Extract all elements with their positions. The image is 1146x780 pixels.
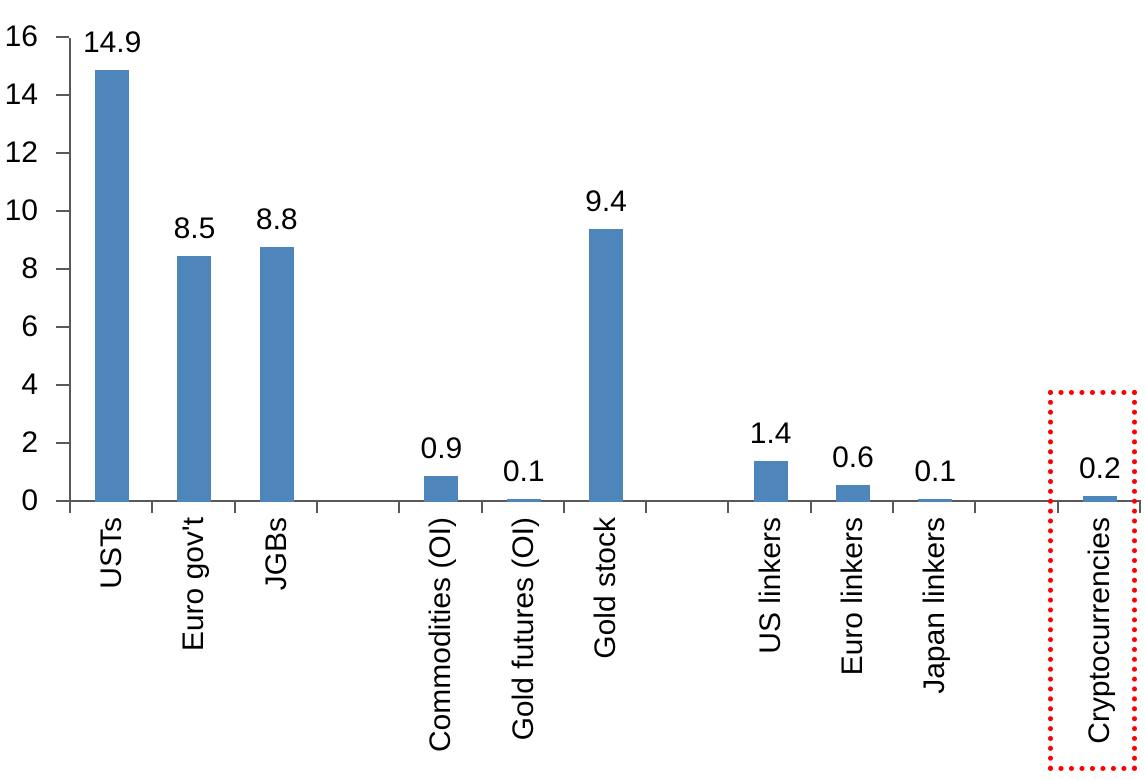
- y-tick-label-14: 14: [4, 78, 38, 111]
- bar-value-label-euro-gov-t: 8.5: [173, 211, 216, 245]
- bar-value-label-cryptocurrencies: 0.2: [1078, 452, 1121, 486]
- bar-value-label-gold-futures-oi: 0.1: [502, 455, 545, 489]
- x-tick-11: [974, 502, 977, 513]
- bar-value-label-euro-linkers: 0.6: [832, 440, 874, 474]
- bar-value-label-us-linkers: 1.4: [749, 417, 792, 451]
- bar-jgbs: [259, 246, 294, 502]
- x-tick-5: [480, 502, 483, 513]
- y-tick-label-2: 2: [21, 426, 38, 459]
- y-tick-label-0: 0: [21, 484, 38, 517]
- bar-value-label-commodities-oi: 0.9: [420, 431, 463, 465]
- x-category-label-euro-gov-t: Euro gov't: [177, 517, 211, 652]
- bar-gold-stock: [589, 229, 623, 502]
- bar-commodities-oi: [424, 475, 459, 502]
- bar-us-linkers: [753, 461, 788, 502]
- y-tick-6: [56, 326, 69, 328]
- x-category-label-usts: USTs: [95, 517, 129, 589]
- x-category-label-commodities-oi: Commodities (OI): [424, 517, 458, 753]
- y-tick-4: [56, 384, 69, 386]
- x-tick-2: [233, 502, 236, 513]
- y-tick-16: [56, 36, 69, 38]
- x-category-label-japan-linkers: Japan linkers: [918, 517, 952, 694]
- bar-value-label-usts: 14.9: [82, 25, 142, 59]
- bar-value-label-japan-linkers: 0.1: [914, 455, 957, 489]
- x-category-label-gold-futures-oi: Gold futures (OI): [506, 517, 540, 741]
- y-tick-label-12: 12: [4, 136, 38, 169]
- y-tick-label-6: 6: [21, 310, 38, 343]
- x-tick-4: [398, 502, 401, 513]
- x-tick-1: [151, 502, 154, 513]
- bar-euro-gov-t: [177, 255, 212, 502]
- bar-value-label-jgbs: 8.8: [255, 202, 298, 236]
- x-tick-9: [809, 502, 812, 513]
- y-tick-label-4: 4: [21, 368, 38, 401]
- bar-value-label-gold-stock: 9.4: [585, 185, 627, 219]
- bar-gold-futures-oi: [506, 499, 541, 502]
- bar-euro-linkers: [835, 484, 870, 502]
- x-tick-12: [1056, 502, 1059, 513]
- x-category-label-euro-linkers: Euro linkers: [835, 517, 869, 676]
- x-category-label-gold-stock: Gold stock: [589, 517, 622, 659]
- y-tick-2: [56, 442, 69, 444]
- y-tick-8: [56, 268, 69, 270]
- highlight-box-cryptocurrencies: [1048, 390, 1137, 771]
- bar-japan-linkers: [918, 499, 953, 502]
- y-tick-14: [56, 94, 69, 96]
- y-tick-label-8: 8: [21, 252, 38, 285]
- y-tick-label-10: 10: [4, 194, 38, 227]
- y-tick-label-16: 16: [4, 20, 38, 53]
- y-axis-line: [69, 38, 71, 502]
- x-tick-8: [727, 502, 730, 513]
- y-tick-0: [56, 500, 69, 502]
- x-tick-6: [562, 502, 565, 513]
- y-tick-10: [56, 210, 69, 212]
- x-tick-0: [69, 502, 71, 513]
- x-category-label-us-linkers: US linkers: [753, 517, 787, 654]
- x-category-label-jgbs: JGBs: [259, 517, 293, 591]
- x-tick-3: [315, 502, 318, 513]
- x-tick-13: [1139, 502, 1141, 513]
- x-tick-10: [892, 502, 895, 513]
- bar-usts: [95, 69, 130, 502]
- y-tick-12: [56, 152, 69, 154]
- bar-cryptocurrencies: [1082, 496, 1117, 502]
- x-tick-7: [645, 502, 648, 513]
